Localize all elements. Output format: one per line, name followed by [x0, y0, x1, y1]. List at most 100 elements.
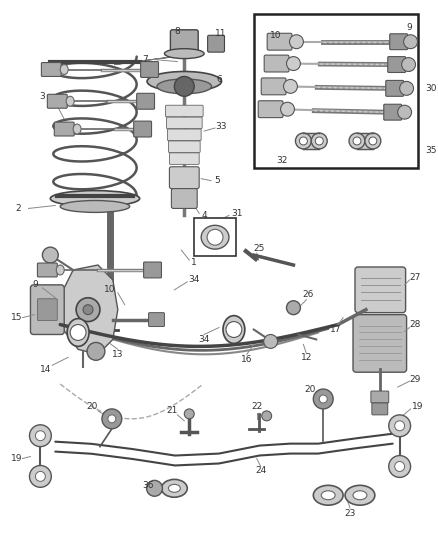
FancyBboxPatch shape	[207, 35, 224, 52]
FancyBboxPatch shape	[261, 78, 286, 95]
Circle shape	[318, 395, 326, 403]
FancyBboxPatch shape	[136, 93, 154, 109]
FancyBboxPatch shape	[354, 267, 405, 313]
Text: 30: 30	[424, 84, 436, 93]
Ellipse shape	[313, 486, 343, 505]
Text: 15: 15	[11, 313, 22, 322]
Text: 9: 9	[406, 23, 412, 33]
Text: 3: 3	[39, 92, 45, 101]
Text: 17: 17	[330, 325, 341, 334]
Text: 25: 25	[252, 244, 264, 253]
Ellipse shape	[60, 64, 68, 75]
FancyBboxPatch shape	[148, 313, 164, 327]
FancyBboxPatch shape	[352, 314, 406, 372]
Text: 14: 14	[39, 365, 51, 374]
Circle shape	[263, 335, 277, 349]
Circle shape	[35, 431, 45, 441]
FancyBboxPatch shape	[47, 94, 67, 108]
Circle shape	[352, 137, 360, 145]
Text: 2: 2	[16, 204, 21, 213]
Circle shape	[299, 137, 307, 145]
FancyBboxPatch shape	[389, 34, 406, 50]
Text: 21: 21	[166, 406, 178, 415]
FancyBboxPatch shape	[140, 62, 158, 77]
FancyBboxPatch shape	[165, 105, 203, 117]
Circle shape	[394, 421, 404, 431]
FancyBboxPatch shape	[169, 167, 199, 189]
Circle shape	[394, 462, 404, 471]
Circle shape	[76, 298, 100, 321]
Bar	[253, 14, 417, 168]
Circle shape	[364, 133, 380, 149]
Circle shape	[313, 389, 332, 409]
Text: 36: 36	[141, 481, 153, 490]
Text: 28: 28	[409, 320, 420, 329]
FancyBboxPatch shape	[171, 189, 197, 208]
Text: 4: 4	[201, 211, 206, 220]
FancyBboxPatch shape	[168, 141, 200, 152]
FancyBboxPatch shape	[258, 101, 283, 118]
Circle shape	[397, 105, 410, 119]
FancyBboxPatch shape	[169, 153, 199, 164]
Ellipse shape	[66, 96, 74, 106]
Ellipse shape	[73, 124, 81, 134]
Circle shape	[108, 415, 116, 423]
Ellipse shape	[321, 491, 334, 500]
Text: 10: 10	[104, 285, 115, 294]
Text: 32: 32	[275, 156, 286, 165]
Ellipse shape	[147, 71, 221, 91]
Text: 19: 19	[411, 402, 422, 411]
Text: 16: 16	[240, 355, 252, 364]
Text: 13: 13	[112, 350, 123, 359]
Ellipse shape	[161, 479, 187, 497]
Circle shape	[29, 425, 51, 447]
Circle shape	[226, 321, 241, 337]
Text: 27: 27	[409, 273, 420, 282]
Text: 34: 34	[188, 276, 199, 285]
Circle shape	[70, 325, 86, 341]
Circle shape	[311, 133, 326, 149]
Ellipse shape	[60, 200, 129, 213]
FancyBboxPatch shape	[134, 121, 151, 137]
Text: 34: 34	[198, 335, 209, 344]
Circle shape	[102, 409, 121, 429]
FancyBboxPatch shape	[30, 285, 64, 335]
Ellipse shape	[344, 486, 374, 505]
Ellipse shape	[50, 191, 139, 206]
Circle shape	[174, 76, 194, 96]
Circle shape	[35, 471, 45, 481]
Text: 24: 24	[254, 466, 266, 475]
Text: 29: 29	[409, 375, 420, 384]
Circle shape	[286, 301, 300, 314]
Text: 5: 5	[214, 176, 219, 185]
Text: 31: 31	[231, 209, 242, 218]
Text: 12: 12	[300, 353, 311, 362]
Ellipse shape	[201, 225, 229, 249]
Ellipse shape	[164, 49, 204, 59]
Circle shape	[87, 342, 105, 360]
Circle shape	[184, 409, 194, 419]
FancyBboxPatch shape	[370, 391, 388, 403]
Circle shape	[368, 137, 376, 145]
Circle shape	[388, 456, 410, 478]
Circle shape	[388, 415, 410, 437]
Text: 20: 20	[86, 402, 98, 411]
Text: 1: 1	[191, 257, 197, 266]
Ellipse shape	[56, 265, 64, 275]
Text: 19: 19	[11, 454, 22, 463]
Circle shape	[261, 411, 271, 421]
Circle shape	[348, 133, 364, 149]
Circle shape	[289, 35, 303, 49]
FancyBboxPatch shape	[371, 403, 387, 415]
Text: 35: 35	[424, 147, 436, 156]
Bar	[356, 133, 372, 149]
Circle shape	[83, 305, 93, 314]
Text: 8: 8	[174, 27, 180, 36]
Circle shape	[283, 79, 297, 93]
Circle shape	[314, 137, 322, 145]
Circle shape	[42, 247, 58, 263]
Circle shape	[280, 102, 294, 116]
Text: 6: 6	[215, 75, 221, 84]
Ellipse shape	[157, 79, 211, 94]
Ellipse shape	[168, 484, 180, 492]
